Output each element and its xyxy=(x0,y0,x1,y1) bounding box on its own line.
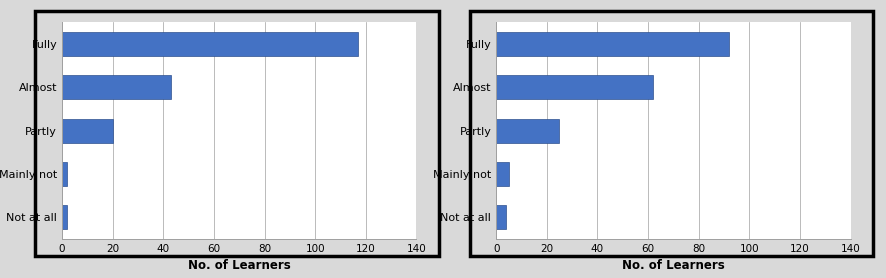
Bar xyxy=(496,119,559,143)
X-axis label: No. of Learners: No. of Learners xyxy=(188,259,291,272)
X-axis label: No. of Learners: No. of Learners xyxy=(622,259,725,272)
Bar xyxy=(496,162,509,186)
Bar xyxy=(62,162,67,186)
Bar xyxy=(62,205,67,229)
Bar xyxy=(496,32,729,56)
Bar xyxy=(496,205,506,229)
Bar xyxy=(62,119,113,143)
Bar xyxy=(496,75,653,99)
Bar xyxy=(62,75,171,99)
Bar xyxy=(62,32,358,56)
